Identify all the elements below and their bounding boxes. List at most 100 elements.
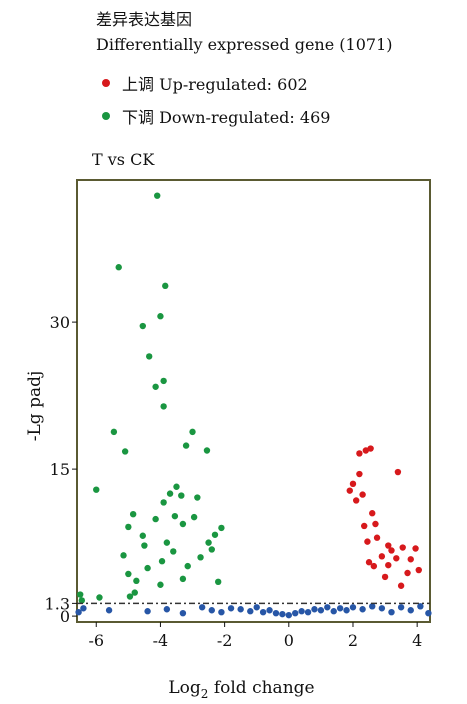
up-point (388, 547, 395, 554)
up-point (381, 573, 389, 581)
up-point (356, 470, 363, 478)
down-point (171, 512, 179, 520)
up-point (412, 545, 419, 552)
ns-point (279, 610, 286, 618)
ns-point (163, 606, 171, 613)
ns-point (227, 605, 235, 612)
up-point (352, 497, 360, 504)
down-point (115, 264, 122, 271)
ns-point (378, 605, 386, 612)
down-point (78, 597, 86, 604)
y-axis-title: -Lg padj (25, 371, 45, 442)
ns-point (253, 604, 260, 611)
ns-point (237, 606, 244, 613)
ns-point (336, 605, 344, 612)
ns-point (304, 608, 312, 616)
x-tick-label: -2 (217, 631, 233, 650)
down-point (163, 539, 171, 546)
down-point (152, 383, 159, 390)
down-point (131, 589, 138, 596)
ns-point (311, 606, 318, 613)
ns-point (285, 611, 292, 619)
ns-point (266, 607, 273, 614)
down-point (160, 499, 167, 506)
ns-point (369, 603, 376, 610)
down-point (218, 524, 225, 532)
up-point (362, 447, 370, 454)
up-point (393, 555, 400, 562)
down-point (184, 562, 191, 570)
down-point (133, 577, 140, 585)
ns-point (144, 608, 151, 615)
x-tick-label: 0 (284, 631, 294, 650)
legend-item-down: 下调 Down-regulated: 469 (102, 104, 330, 128)
down-point (173, 483, 180, 490)
down-point (141, 542, 148, 549)
up-point (394, 468, 402, 476)
down-point (189, 428, 196, 436)
down-point (157, 313, 164, 320)
down-point (154, 192, 161, 199)
down-point (126, 593, 134, 600)
x-tick-label: -4 (153, 631, 169, 650)
up-point (397, 582, 405, 589)
down-point (160, 403, 167, 410)
down-point (139, 532, 146, 539)
up-point (399, 544, 406, 551)
down-point (178, 492, 185, 499)
ns-point (388, 608, 395, 616)
ns-point (349, 604, 357, 611)
up-point (373, 534, 381, 541)
down-point (160, 377, 167, 385)
down-point (179, 575, 187, 583)
down-point (146, 353, 153, 360)
down-point (162, 282, 169, 290)
down-point (205, 539, 212, 546)
up-point (361, 522, 368, 530)
ns-point (259, 608, 267, 616)
ns-point (272, 609, 280, 617)
up-point (369, 510, 376, 517)
y-tick-label: 0 (60, 607, 70, 626)
down-point (129, 510, 137, 518)
down-point (152, 515, 159, 523)
down-point (194, 494, 201, 501)
up-point (404, 569, 411, 577)
y-tick-label: 15 (50, 460, 70, 479)
legend-label-down: 下调 Down-regulated: 469 (122, 108, 331, 127)
down-point (170, 548, 177, 555)
ns-point (247, 608, 254, 615)
ns-point (359, 606, 366, 613)
x-tick-label: 2 (348, 631, 358, 650)
down-point (190, 513, 198, 521)
up-point (415, 566, 422, 574)
ns-point (80, 605, 87, 612)
down-point (158, 558, 166, 565)
legend-title-en: Differentially expressed gene (1071) (96, 35, 393, 54)
down-point (157, 581, 164, 588)
legend-marker-up (102, 79, 110, 87)
up-point (385, 542, 392, 549)
down-point (182, 442, 190, 449)
up-point (346, 487, 353, 494)
ns-point (397, 604, 405, 611)
up-point (367, 445, 374, 452)
ns-point (298, 608, 305, 615)
legend-item-up: 上调 Up-regulated: 602 (102, 71, 308, 95)
ns-point (425, 609, 432, 617)
legend-title-cn: 差异表达基因 (96, 10, 193, 29)
ns-point (75, 608, 82, 616)
down-point (211, 531, 219, 538)
down-point (96, 594, 103, 601)
up-point (407, 556, 414, 563)
up-point (372, 520, 379, 528)
down-point (110, 428, 118, 436)
down-point (203, 447, 211, 454)
y-tick-label: 30 (50, 313, 70, 332)
down-point (77, 591, 84, 598)
ns-point (407, 607, 414, 614)
ns-point (292, 609, 299, 617)
ns-point (208, 607, 215, 614)
legend-label-up: 上调 Up-regulated: 602 (122, 75, 308, 94)
